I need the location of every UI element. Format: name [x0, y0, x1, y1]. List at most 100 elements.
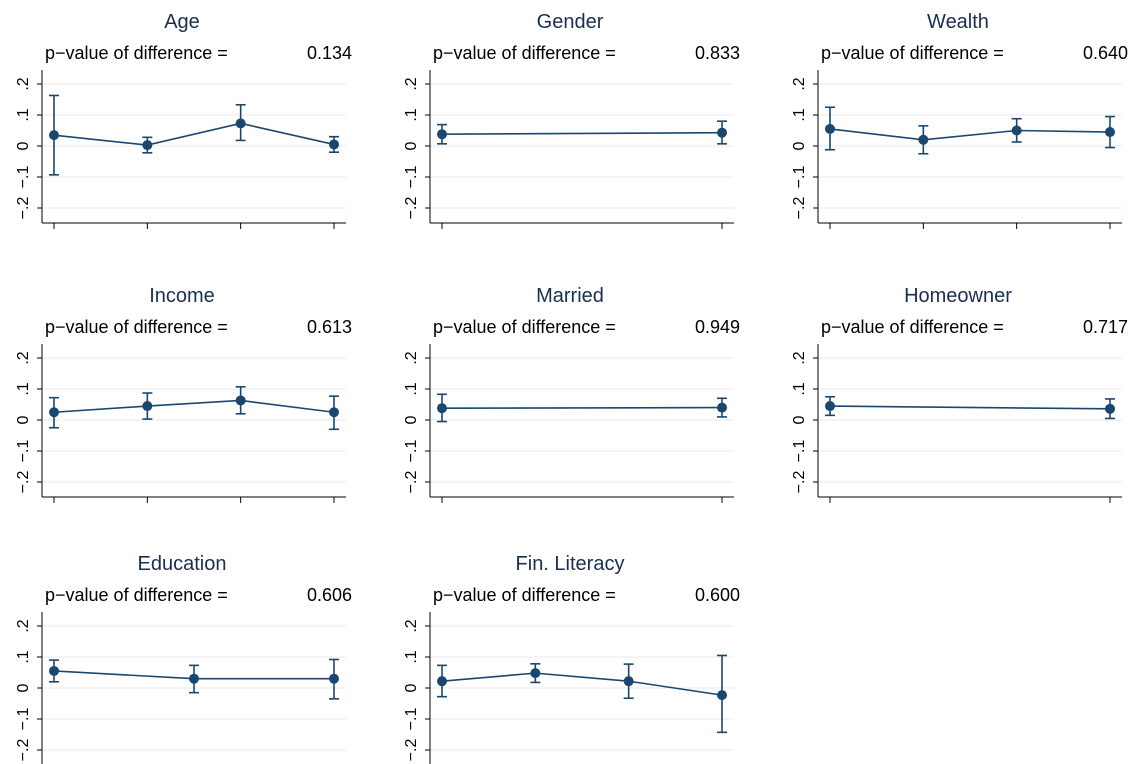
pvalue-value: 0.613 [307, 317, 352, 337]
y-tick-label: −.1 [403, 166, 420, 189]
y-tick-label: 0 [15, 415, 32, 424]
y-tick-label: 0 [403, 141, 420, 150]
data-point [1011, 125, 1022, 136]
pvalue-label: p−value of difference = [45, 43, 228, 63]
y-tick-label: −.1 [15, 440, 32, 463]
data-point [329, 407, 339, 418]
panel-title: Wealth [927, 11, 989, 33]
panel-fin-literacy: Fin. Literacy p−value of difference = 0.60… [403, 553, 740, 764]
y-tick-label: .1 [791, 108, 808, 121]
pvalue-label: p−value of difference = [821, 43, 1004, 63]
pvalue-label: p−value of difference = [45, 317, 228, 337]
panel-homeowner: Homeowner p−value of difference = 0.717 −.2… [791, 285, 1128, 503]
y-tick-label: .2 [791, 77, 808, 90]
y-tick-label: .2 [15, 77, 32, 90]
data-point [329, 139, 339, 150]
y-tick-label: −.1 [15, 708, 32, 731]
panel-title: Income [149, 285, 215, 307]
panel-title: Gender [537, 11, 604, 33]
y-tick-label: .2 [403, 351, 420, 364]
y-tick-label: −.1 [791, 166, 808, 189]
y-tick-label: −.1 [791, 440, 808, 463]
y-tick-label: −.2 [791, 197, 808, 220]
panel-education: Education p−value of difference = 0.606 −.2… [15, 553, 352, 764]
data-point [825, 123, 835, 134]
pvalue-value: 0.949 [695, 317, 740, 337]
series-line [441, 406, 723, 410]
series-line [829, 128, 1111, 141]
data-point [189, 673, 199, 684]
series-line [53, 122, 335, 146]
y-tick-label: .1 [15, 108, 32, 121]
data-point [1105, 403, 1115, 414]
data-point [49, 407, 59, 418]
pvalue-label: p−value of difference = [433, 317, 616, 337]
data-point [1105, 127, 1115, 138]
data-point [918, 134, 929, 145]
pvalue-value: 0.833 [695, 43, 740, 63]
y-tick-label: −.2 [15, 197, 32, 220]
pvalue-value: 0.717 [1083, 317, 1128, 337]
y-tick-label: .1 [791, 382, 808, 395]
data-point [142, 401, 153, 412]
data-point [530, 668, 541, 679]
data-point [437, 129, 447, 140]
data-point [437, 403, 447, 414]
y-tick-label: 0 [15, 683, 32, 692]
panel-gender: Gender p−value of difference = 0.833 −.2 −.1… [403, 11, 740, 229]
y-tick-label: −.2 [403, 471, 420, 494]
series-line [441, 131, 723, 136]
series-line [829, 405, 1111, 410]
data-point [623, 676, 634, 687]
data-point [437, 676, 447, 687]
pvalue-label: p−value of difference = [45, 585, 228, 605]
data-point [717, 127, 727, 138]
pvalue-value: 0.606 [307, 585, 352, 605]
y-tick-label: −.2 [403, 197, 420, 220]
series-line [53, 399, 335, 414]
y-tick-label: 0 [15, 141, 32, 150]
panel-wealth: Wealth p−value of difference = 0.640 −.2 −.1… [791, 11, 1128, 229]
y-tick-label: −.2 [791, 471, 808, 494]
data-point [717, 402, 727, 413]
data-point [49, 665, 59, 676]
data-point [329, 673, 339, 684]
data-point [825, 401, 835, 412]
y-tick-label: .1 [403, 108, 420, 121]
data-point [142, 140, 153, 151]
panel-title: Education [138, 553, 227, 575]
panel-title: Age [164, 11, 200, 33]
y-tick-label: .1 [403, 650, 420, 663]
y-tick-label: .2 [15, 619, 32, 632]
y-tick-label: −.2 [403, 739, 420, 762]
panel-title: Homeowner [904, 285, 1012, 307]
y-tick-label: 0 [403, 415, 420, 424]
y-tick-label: −.2 [15, 739, 32, 762]
y-tick-label: .1 [15, 650, 32, 663]
pvalue-label: p−value of difference = [433, 43, 616, 63]
pvalue-value: 0.640 [1083, 43, 1128, 63]
data-point [235, 395, 246, 406]
series-line [441, 672, 723, 696]
pvalue-value: 0.600 [695, 585, 740, 605]
panel-age: Age p−value of difference = 0.134 −.2 −.1 0 .1… [15, 11, 352, 229]
y-tick-label: 0 [403, 683, 420, 692]
y-tick-label: .2 [15, 351, 32, 364]
y-tick-label: .1 [15, 382, 32, 395]
panel-title: Married [536, 285, 604, 307]
pvalue-label: p−value of difference = [433, 585, 616, 605]
y-tick-label: .2 [791, 351, 808, 364]
y-tick-label: 0 [791, 141, 808, 150]
panel-income: Income p−value of difference = 0.613 −.2 −.1… [15, 285, 352, 503]
data-point [717, 690, 727, 701]
y-tick-label: −.1 [403, 708, 420, 731]
data-point [49, 130, 59, 141]
y-tick-label: 0 [791, 415, 808, 424]
y-tick-label: −.1 [15, 166, 32, 189]
y-tick-label: .2 [403, 619, 420, 632]
y-tick-label: .2 [403, 77, 420, 90]
panel-married: Married p−value of difference = 0.949 −.2 −.… [403, 285, 740, 503]
y-tick-label: −.1 [403, 440, 420, 463]
pvalue-label: p−value of difference = [821, 317, 1004, 337]
